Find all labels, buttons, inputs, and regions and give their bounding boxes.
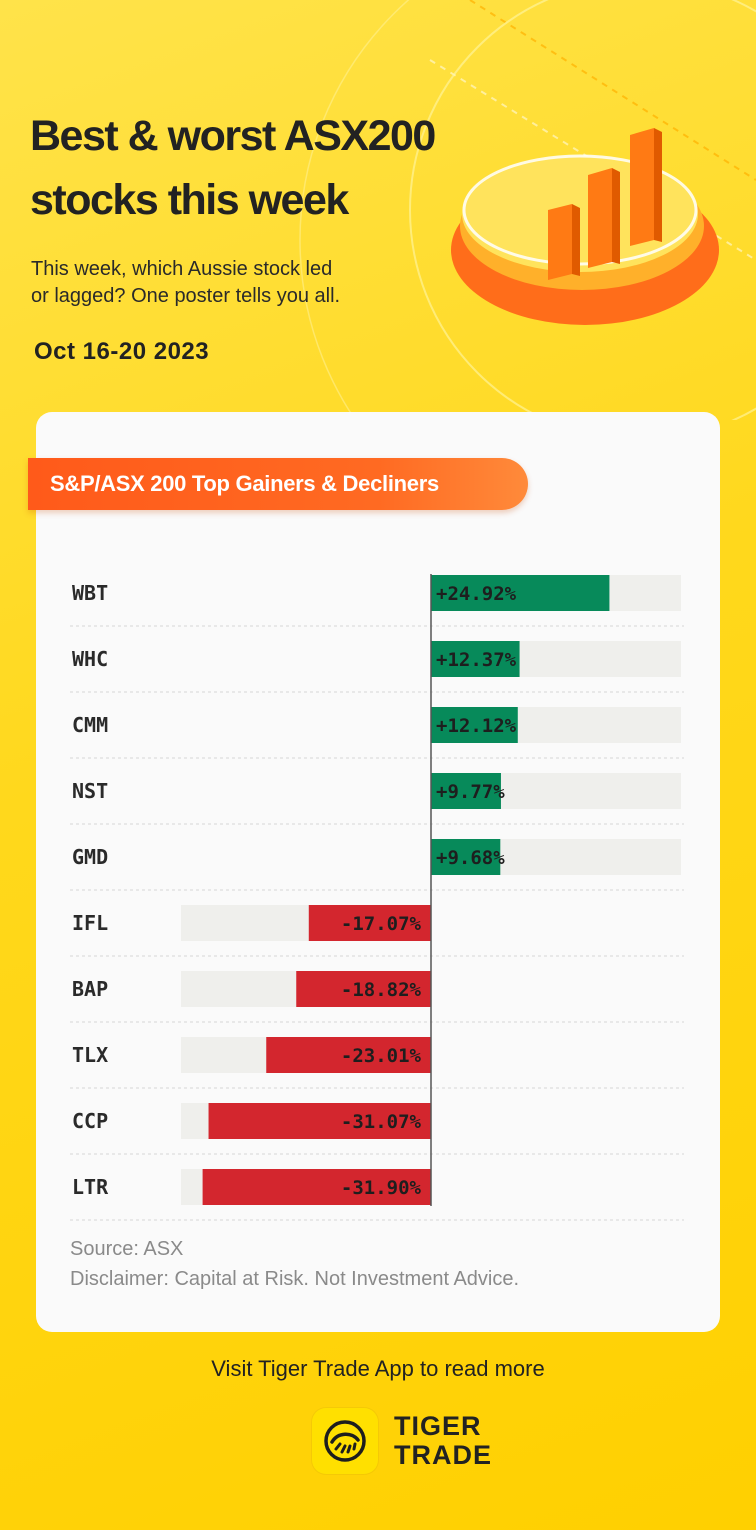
brand-line-1: TIGER	[394, 1411, 482, 1441]
data-label-ltr: -31.90%	[341, 1177, 422, 1199]
bar-wbt	[431, 575, 610, 611]
bar-ifl	[308, 905, 431, 941]
data-label-ccp: -31.07%	[341, 1111, 422, 1133]
tick-label-nst: NST	[72, 779, 108, 803]
bar-whc	[431, 641, 520, 677]
tick-label-wbt: WBT	[72, 581, 108, 605]
data-label-cmm: +12.12%	[436, 715, 517, 737]
tick-label-ccp: CCP	[72, 1109, 108, 1133]
tick-label-ltr: LTR	[72, 1175, 109, 1199]
data-label-whc: +12.37%	[436, 649, 517, 671]
visit-app-text: Visit Tiger Trade App to read more	[211, 1356, 545, 1381]
tick-label-tlx: TLX	[72, 1043, 108, 1067]
data-label-nst: +9.77%	[436, 781, 505, 803]
data-label-gmd: +9.68%	[436, 847, 505, 869]
bar-bap	[296, 971, 431, 1007]
page-title: Best & worst ASX200 stocks this week	[30, 104, 470, 232]
data-label-bap: -18.82%	[341, 979, 422, 1001]
decorative-background	[299, 0, 756, 420]
title-line-2: stocks this week	[30, 176, 349, 224]
tick-label-ifl: IFL	[72, 911, 108, 935]
data-label-ifl: -17.07%	[341, 913, 422, 935]
title-line-1: Best & worst ASX200	[30, 112, 436, 160]
bar-ltr	[202, 1169, 431, 1205]
bar-tlx	[266, 1037, 431, 1073]
brand-line-2: TRADE	[394, 1440, 492, 1470]
source-note: Source: ASX	[70, 1238, 184, 1260]
bar-cmm	[431, 707, 518, 743]
chart-illustration-icon	[451, 128, 719, 325]
subtitle-line-2: or lagged? One poster tells you all.	[31, 285, 341, 307]
disclaimer-note: Disclaimer: Capital at Risk. Not Investm…	[70, 1268, 520, 1290]
chart-heading-pill: S&P/ASX 200 Top Gainers & Decliners	[28, 458, 528, 510]
date-range: Oct 16-20 2023	[34, 338, 210, 365]
bar-gmd	[431, 839, 501, 875]
tick-label-whc: WHC	[72, 647, 108, 671]
tick-label-gmd: GMD	[72, 845, 108, 869]
tick-label-cmm: CMM	[72, 713, 108, 737]
data-label-tlx: -23.01%	[341, 1045, 422, 1067]
bar-nst	[431, 773, 501, 809]
bar-ccp	[208, 1103, 431, 1139]
tiger-logo-icon	[312, 1408, 378, 1474]
tick-label-bap: BAP	[72, 977, 108, 1001]
brand-name: TIGER TRADE	[394, 1412, 492, 1470]
subtitle-line-1: This week, which Aussie stock led	[31, 258, 333, 280]
data-label-wbt: +24.92%	[436, 583, 517, 605]
page-subtitle: This week, which Aussie stock led or lag…	[31, 256, 431, 310]
